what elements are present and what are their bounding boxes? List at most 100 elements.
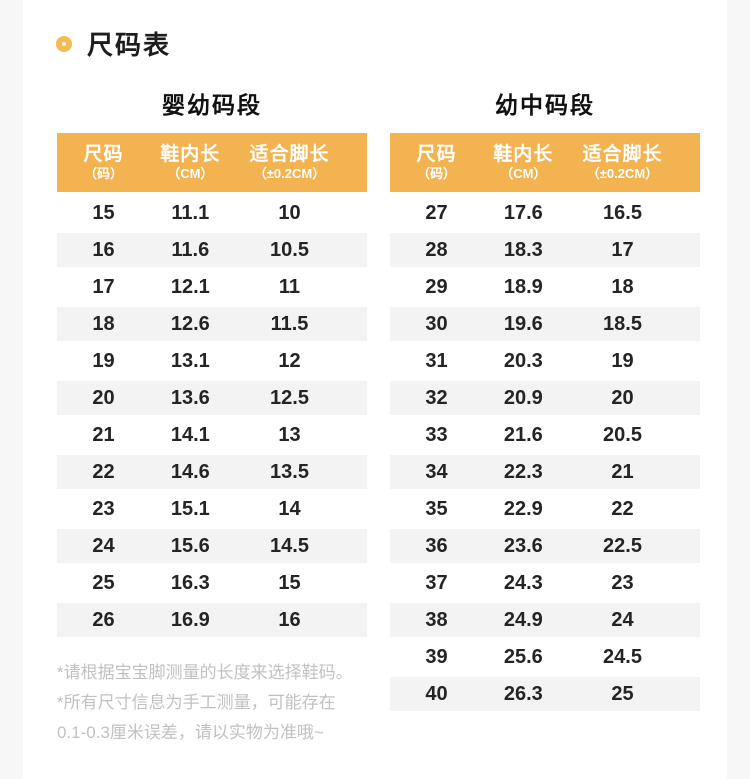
size-cell: 36 [425,534,448,557]
size-cell: 10 [278,201,301,224]
size-cell: 11.5 [270,312,309,335]
header-cell-size: 尺码 （码） [57,143,150,183]
size-cell: 19 [611,349,634,372]
size-cell: 11.1 [171,201,210,224]
header-cell-inner-length: 鞋内长 （CM） [150,143,231,183]
size-cell: 17 [92,275,115,298]
table-row: 21 14.1 13 [57,418,367,452]
size-cell: 20.5 [603,423,642,446]
ring-icon [56,35,72,52]
header-label: 鞋内长 [160,143,221,165]
size-cell: 21.6 [503,423,543,446]
table-title: 婴幼码段 [162,92,262,118]
size-cell: 12.6 [170,312,210,335]
page-header: 尺码表 [56,25,171,62]
table-row: 32 20.9 20 [390,381,700,415]
size-cell: 37 [425,571,448,594]
size-cell: 15 [92,201,115,224]
size-cell: 31 [425,349,448,372]
header-sub: （CM） [500,166,547,182]
size-cell: 13 [278,423,301,446]
table-row: 35 22.9 22 [390,492,700,526]
size-cell: 20.3 [503,349,543,372]
size-cell: 11.6 [171,238,210,261]
table-row: 19 13.1 12 [57,344,367,378]
footnote: *请根据宝宝脚测量的长度来选择鞋码。 *所有尺寸信息为手工测量，可能存在 0.1… [57,658,353,748]
size-cell: 24 [92,534,115,557]
size-cell: 22.3 [503,460,543,483]
table-row: 25 16.3 15 [57,566,367,600]
size-cell: 21 [611,460,634,483]
table-row: 40 26.3 25 [390,677,700,711]
size-cell: 13.6 [170,386,210,409]
size-cell: 21 [92,423,115,446]
table-row: 23 15.1 14 [57,492,367,526]
size-cell: 18.5 [603,312,642,335]
table-row: 34 22.3 21 [390,455,700,489]
header-sub: （CM） [167,166,214,182]
size-cell: 16.3 [170,571,210,594]
size-cell: 15.1 [170,497,210,520]
size-cell: 25 [92,571,115,594]
table-row: 38 24.9 24 [390,603,700,637]
table-rows: 15 11.1 10 16 11.6 10.5 17 12.1 11 18 12.6 11.5 19 13… [57,196,367,640]
size-cell: 22.5 [603,534,642,557]
size-cell: 11 [278,275,301,298]
table-row: 18 12.6 11.5 [57,307,367,341]
size-cell: 33 [425,423,448,446]
size-cell: 13.1 [170,349,210,372]
size-cell: 19.6 [503,312,543,335]
table-row: 33 21.6 20.5 [390,418,700,452]
table-row: 15 11.1 10 [57,196,367,230]
table-row: 16 11.6 10.5 [57,233,367,267]
size-cell: 14 [278,497,301,520]
table-row: 29 18.9 18 [390,270,700,304]
size-cell: 17 [611,238,634,261]
table-row: 24 15.6 14.5 [57,529,367,563]
table-rows: 27 17.6 16.5 28 18.3 17 29 18.9 18 30 19.6 18.5 31 20… [390,196,700,714]
size-cell: 30 [425,312,448,335]
size-cell: 20 [92,386,115,409]
size-cell: 14.6 [170,460,210,483]
table-row: 27 17.6 16.5 [390,196,700,230]
table-row: 30 19.6 18.5 [390,307,700,341]
header-label: 尺码 [83,143,124,165]
size-cell: 15.6 [170,534,210,557]
header-cell-size: 尺码 （码） [390,143,483,183]
size-cell: 39 [425,645,448,668]
size-cell: 17.6 [503,201,543,224]
table-row: 26 16.9 16 [57,603,367,637]
table-row: 17 12.1 11 [57,270,367,304]
header-label: 适合脚长 [249,143,330,165]
size-cell: 22 [92,460,115,483]
size-cell: 12.5 [270,386,309,409]
size-cell: 18.3 [503,238,543,261]
size-cell: 26.3 [503,682,543,705]
size-cell: 15 [278,571,301,594]
size-cell: 38 [425,608,448,631]
size-cell: 22.9 [503,497,543,520]
header-sub: （码） [416,166,456,182]
header-cell-foot-length: 适合脚长 （±0.2CM） [231,143,349,183]
header-label: 尺码 [416,143,457,165]
size-cell: 23 [92,497,115,520]
table-title: 幼中码段 [495,92,595,118]
table-row: 20 13.6 12.5 [57,381,367,415]
size-cell: 22 [611,497,634,520]
footnote-line: 0.1-0.3厘米误差，请以实物为准哦~ [57,723,324,742]
size-cell: 27 [425,201,448,224]
size-cell: 23 [611,571,634,594]
size-cell: 40 [425,682,448,705]
size-cell: 14.5 [270,534,309,557]
size-cell: 25 [611,682,634,705]
size-cell: 20.9 [503,386,543,409]
size-cell: 24.9 [503,608,543,631]
header-sub: （±0.2CM） [253,166,326,182]
header-cell-inner-length: 鞋内长 （CM） [483,143,564,183]
page-title: 尺码表 [87,30,172,60]
table-row: 28 18.3 17 [390,233,700,267]
header-sub: （±0.2CM） [586,166,659,182]
size-cell: 16 [92,238,115,261]
footnote-line: *请根据宝宝脚测量的长度来选择鞋码。 [57,663,353,682]
table-row: 37 24.3 23 [390,566,700,600]
